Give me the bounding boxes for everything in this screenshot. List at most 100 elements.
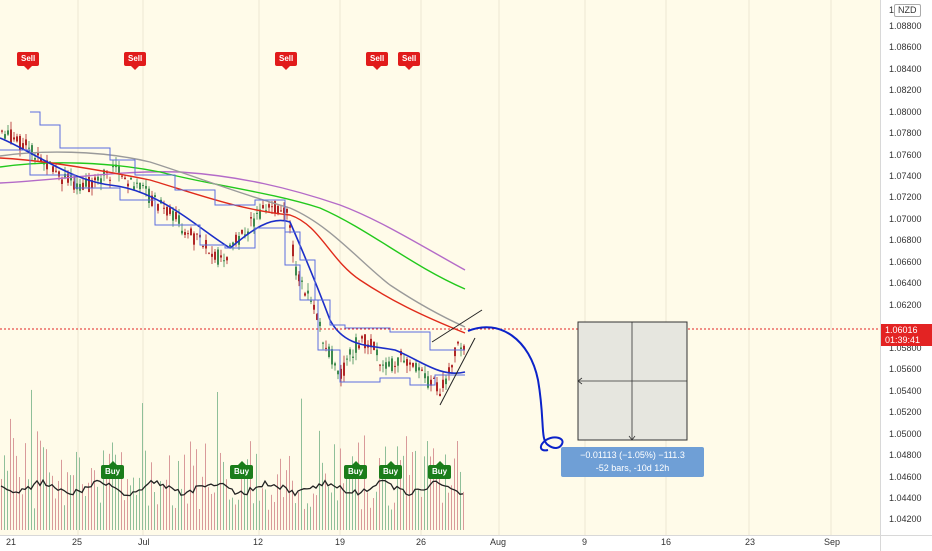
axis-corner[interactable] <box>880 535 932 551</box>
volume-bar <box>142 403 143 530</box>
candle-body <box>91 180 93 189</box>
volume-bar <box>370 507 371 530</box>
volume-bar <box>202 476 203 530</box>
volume-bar <box>121 452 122 530</box>
time-tick-label: 12 <box>253 537 264 547</box>
currency-badge[interactable]: NZD <box>894 4 921 17</box>
candle-body <box>391 358 393 372</box>
volume-bar <box>355 463 356 530</box>
volume-bar <box>379 458 380 530</box>
candle-body <box>424 373 426 379</box>
time-axis[interactable] <box>0 535 880 551</box>
volume-bar <box>103 450 104 530</box>
volume-bar <box>46 449 47 530</box>
candle-body <box>232 242 234 245</box>
price-tick-label: 1.08000 <box>889 107 922 117</box>
volume-bar <box>433 448 434 530</box>
candle-body <box>421 369 423 371</box>
volume-bar <box>289 455 290 530</box>
candle-body <box>109 179 111 181</box>
volume-bar <box>178 460 179 530</box>
wedge-lower-line[interactable] <box>439 337 476 406</box>
buy-signal[interactable]: Buy <box>230 461 254 479</box>
candle-body <box>124 177 126 179</box>
candle-body <box>256 212 258 214</box>
sell-signal[interactable]: Sell <box>275 52 298 70</box>
price-tick-label: 1.04400 <box>889 493 922 503</box>
volume-bar <box>190 441 191 530</box>
volume-bar <box>7 470 8 530</box>
candle-body <box>268 204 270 208</box>
candle-body <box>139 182 141 190</box>
last-price-tag: 1.06016 01:39:41 <box>881 324 932 346</box>
candle-body <box>262 205 264 209</box>
buy-signal[interactable]: Buy <box>428 461 452 479</box>
candle-body <box>247 231 249 235</box>
volume-bar <box>283 497 284 530</box>
volume-bar <box>214 492 215 530</box>
time-tick-label: 25 <box>72 537 83 547</box>
candle-body <box>127 183 129 187</box>
buy-signal[interactable]: Buy <box>379 461 403 479</box>
candle-body <box>133 186 135 190</box>
volume-bar <box>82 484 83 530</box>
channel-upper-line <box>30 111 465 351</box>
candle-body <box>385 362 387 369</box>
projection-curve[interactable] <box>467 326 564 452</box>
volume-bar <box>160 481 161 530</box>
candle-body <box>82 182 84 190</box>
candle-body <box>337 370 339 375</box>
wedge-upper-line[interactable] <box>431 309 483 343</box>
volume-bar <box>124 500 125 530</box>
price-plot[interactable] <box>0 0 880 550</box>
buy-signal[interactable]: Buy <box>101 461 125 479</box>
volume-bar <box>127 479 128 530</box>
volume-bar <box>10 418 11 530</box>
volume-bar <box>67 472 68 530</box>
candle-body <box>259 209 261 219</box>
volume-bar <box>343 483 344 530</box>
volume-bar <box>70 475 71 530</box>
candle-body <box>343 362 345 376</box>
volume-bar <box>1 478 2 530</box>
candle-body <box>355 337 357 353</box>
measure-tool[interactable] <box>577 321 688 441</box>
candle-body <box>10 129 12 144</box>
volume-bar <box>4 455 5 530</box>
candle-body <box>325 347 327 349</box>
price-tick-label: 1.05000 <box>889 429 922 439</box>
volume-bar <box>235 504 236 530</box>
candle-body <box>157 204 159 211</box>
price-tick-partial: 1. <box>889 5 897 15</box>
price-tick-label: 1.07600 <box>889 150 922 160</box>
time-tick-label: 9 <box>582 537 588 547</box>
volume-bar <box>334 444 335 530</box>
sell-signal[interactable]: Sell <box>124 52 147 70</box>
price-axis[interactable] <box>880 0 932 550</box>
price-tick-label: 1.08400 <box>889 64 922 74</box>
volume-bar <box>286 470 287 530</box>
candle-body <box>283 207 285 213</box>
sell-signal[interactable]: Sell <box>17 52 40 70</box>
time-tick-label: 21 <box>6 537 17 547</box>
sell-signal[interactable]: Sell <box>398 52 421 70</box>
candle-body <box>193 233 195 245</box>
candle-body <box>58 171 60 177</box>
volume-bar <box>169 455 170 530</box>
price-tick-label: 1.06600 <box>889 257 922 267</box>
candle-body <box>229 244 231 247</box>
volume-bar <box>265 489 266 530</box>
sell-signal[interactable]: Sell <box>366 52 389 70</box>
candle-body <box>277 205 279 214</box>
volume-bars <box>1 389 464 530</box>
volume-bar <box>55 498 56 530</box>
volume-bar <box>388 505 389 530</box>
volume-bar <box>196 449 197 530</box>
candle-body <box>1 130 3 132</box>
candle-body <box>28 147 30 149</box>
volume-bar <box>259 500 260 530</box>
volume-bar <box>310 506 311 530</box>
volume-bar <box>298 492 299 530</box>
buy-signal[interactable]: Buy <box>344 461 368 479</box>
